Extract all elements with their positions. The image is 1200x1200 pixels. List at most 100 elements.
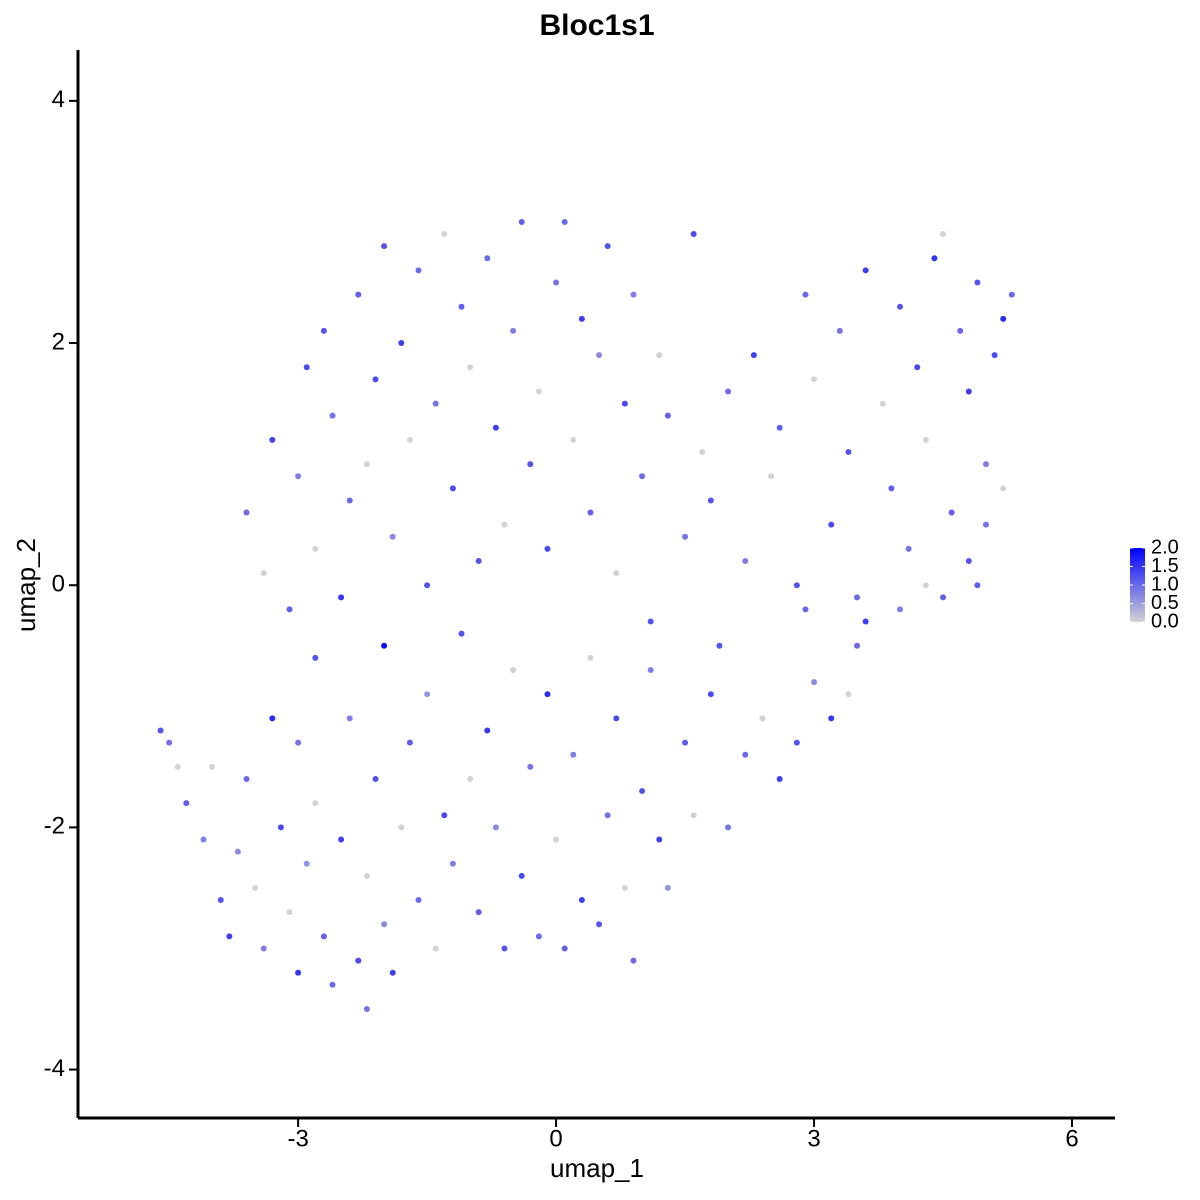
point [1000,315,1007,322]
point [441,231,448,238]
point [295,969,302,976]
point [372,775,379,782]
point [587,654,594,661]
point [484,727,491,734]
point [621,400,628,407]
point [613,715,620,722]
x-tick-label: -3 [287,1125,308,1152]
point [888,485,895,492]
point [664,412,671,419]
point [432,400,439,407]
point [828,521,835,528]
point [226,933,233,940]
point [613,570,620,577]
point [965,388,972,395]
point [320,327,327,334]
point [570,751,577,758]
point [957,327,964,334]
point [630,957,637,964]
point [475,557,482,564]
point [544,545,551,552]
point [664,884,671,891]
point [897,606,904,613]
point [1000,485,1007,492]
point [467,775,474,782]
point [449,485,456,492]
point [690,231,697,238]
point [802,606,809,613]
point [1008,291,1015,298]
point [398,340,405,347]
point [355,291,362,298]
point [467,364,474,371]
point [561,218,568,225]
x-tick-label: 6 [1065,1125,1078,1152]
point [742,557,749,564]
point [303,364,310,371]
point [389,969,396,976]
point [940,594,947,601]
point [527,461,534,468]
point [415,267,422,274]
point [527,763,534,770]
point [312,654,319,661]
point [578,897,585,904]
point [269,715,276,722]
point [424,691,431,698]
y-tick-label: 0 [52,571,65,598]
y-tick-label: -2 [44,813,65,840]
point [965,557,972,564]
point [991,352,998,359]
point [639,473,646,480]
point [854,642,861,649]
point [793,582,800,589]
point [854,594,861,601]
point [561,945,568,952]
point [209,763,216,770]
point [449,860,456,867]
point [656,836,663,843]
y-tick-label: -4 [44,1055,65,1082]
point [355,957,362,964]
point [630,291,637,298]
point [303,860,310,867]
point [716,642,723,649]
point [596,352,603,359]
point [948,509,955,516]
point [570,436,577,443]
point [501,945,508,952]
point [183,800,190,807]
point [441,812,448,819]
point [166,739,173,746]
point [879,400,886,407]
point [742,751,749,758]
point [699,449,706,456]
point [398,824,405,831]
point [604,812,611,819]
point [243,509,250,516]
point [243,775,250,782]
point [621,884,628,891]
point [269,436,276,443]
point [983,521,990,528]
point [363,1006,370,1013]
point [260,570,267,577]
point [424,582,431,589]
point [604,243,611,250]
point [381,642,388,649]
point [905,545,912,552]
point [295,739,302,746]
point [475,909,482,916]
point [320,933,327,940]
point [914,364,921,371]
point [535,933,542,940]
point [983,461,990,468]
point [940,231,947,238]
point [518,218,525,225]
point [157,727,164,734]
point [647,618,654,625]
point [406,739,413,746]
point [501,521,508,528]
chart-title: Bloc1s1 [539,9,654,42]
point [277,824,284,831]
